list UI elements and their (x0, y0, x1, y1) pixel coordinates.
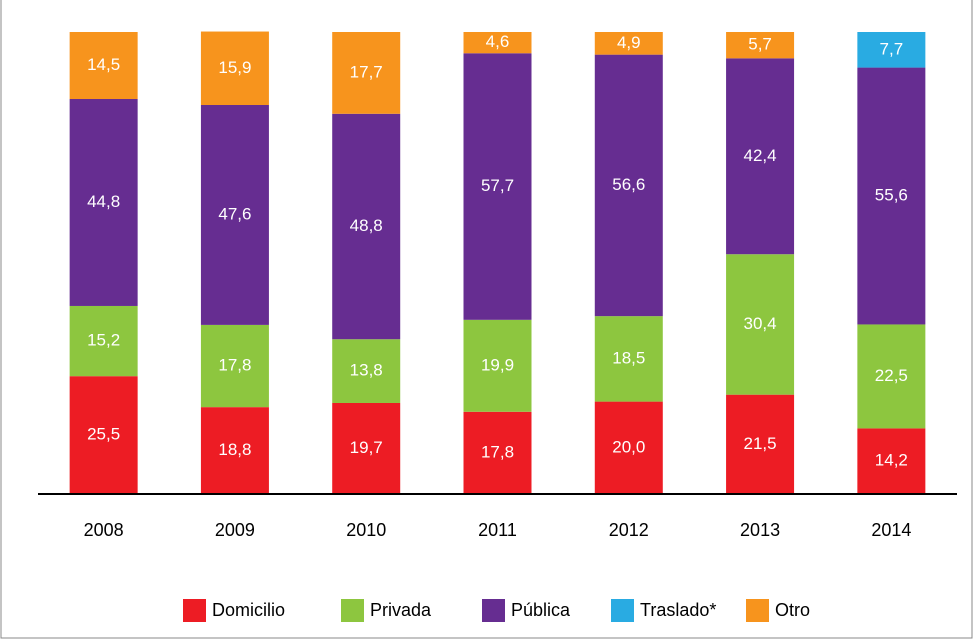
data-label: 21,5 (744, 434, 777, 453)
x-tick-label: 2009 (215, 520, 255, 540)
legend-label: Privada (370, 600, 432, 620)
data-label: 17,8 (218, 356, 251, 375)
legend-swatch (183, 599, 206, 622)
data-label: 19,7 (350, 438, 383, 457)
data-label: 44,8 (87, 192, 120, 211)
data-label: 48,8 (350, 216, 383, 235)
data-label: 14,5 (87, 55, 120, 74)
bar-segment (463, 32, 532, 54)
legend-label: Domicilio (212, 600, 285, 620)
legend-swatch (611, 599, 634, 622)
bar-segment (332, 32, 401, 114)
bar-segment (200, 407, 269, 494)
bar-segment (463, 53, 532, 320)
data-label: 55,6 (875, 185, 908, 204)
data-label: 15,9 (218, 58, 251, 77)
data-label: 57,7 (481, 176, 514, 195)
x-tick-label: 2014 (871, 520, 911, 540)
bar-segment (200, 104, 269, 325)
bar-segment (726, 58, 795, 255)
bar-segment (332, 339, 401, 403)
bar-segment (594, 54, 663, 317)
bar-segment (594, 316, 663, 402)
data-label: 13,8 (350, 361, 383, 380)
bar-segment (332, 113, 401, 340)
data-label: 14,2 (875, 451, 908, 470)
data-label: 47,6 (218, 204, 251, 223)
bar-segment (69, 98, 138, 306)
bar-segment (726, 32, 795, 59)
data-label: 25,5 (87, 425, 120, 444)
bar-segment (200, 324, 269, 408)
bar-segment (69, 32, 138, 99)
data-label: 17,8 (481, 442, 514, 461)
bar-segment (857, 324, 926, 429)
data-label: 7,7 (880, 39, 904, 58)
legend-swatch (482, 599, 505, 622)
bar-segment (463, 411, 532, 494)
data-label: 4,9 (617, 33, 641, 52)
data-label: 18,8 (218, 440, 251, 459)
legend-label: Traslado* (640, 600, 716, 620)
data-label: 56,6 (612, 175, 645, 194)
data-label: 42,4 (744, 146, 777, 165)
bar-segment (69, 305, 138, 377)
legend-swatch (746, 599, 769, 622)
x-tick-label: 2011 (478, 520, 517, 540)
bar-segment (726, 254, 795, 395)
bar-segment (726, 394, 795, 494)
data-label: 4,6 (486, 32, 510, 51)
x-tick-label: 2008 (84, 520, 124, 540)
bar-segment (594, 401, 663, 494)
data-label: 22,5 (875, 366, 908, 385)
bar-segment (332, 402, 401, 494)
legend-label: Otro (775, 600, 810, 620)
data-label: 17,7 (350, 62, 383, 81)
legend-swatch (341, 599, 364, 622)
legend-label: Pública (511, 600, 571, 620)
data-label: 15,2 (87, 331, 120, 350)
bar-segment (857, 67, 926, 325)
data-label: 20,0 (612, 437, 645, 456)
bar-segment (200, 31, 269, 105)
bar-segment (594, 32, 663, 55)
data-label: 19,9 (481, 355, 514, 374)
data-label: 18,5 (612, 348, 645, 367)
x-tick-label: 2012 (609, 520, 649, 540)
x-tick-label: 2013 (740, 520, 780, 540)
bar-segment (857, 32, 926, 68)
bar-segment (463, 319, 532, 412)
data-label: 30,4 (744, 314, 777, 333)
x-tick-label: 2010 (346, 520, 386, 540)
bar-segment (69, 376, 138, 494)
data-label: 5,7 (748, 35, 772, 54)
bar-segment (857, 428, 926, 494)
